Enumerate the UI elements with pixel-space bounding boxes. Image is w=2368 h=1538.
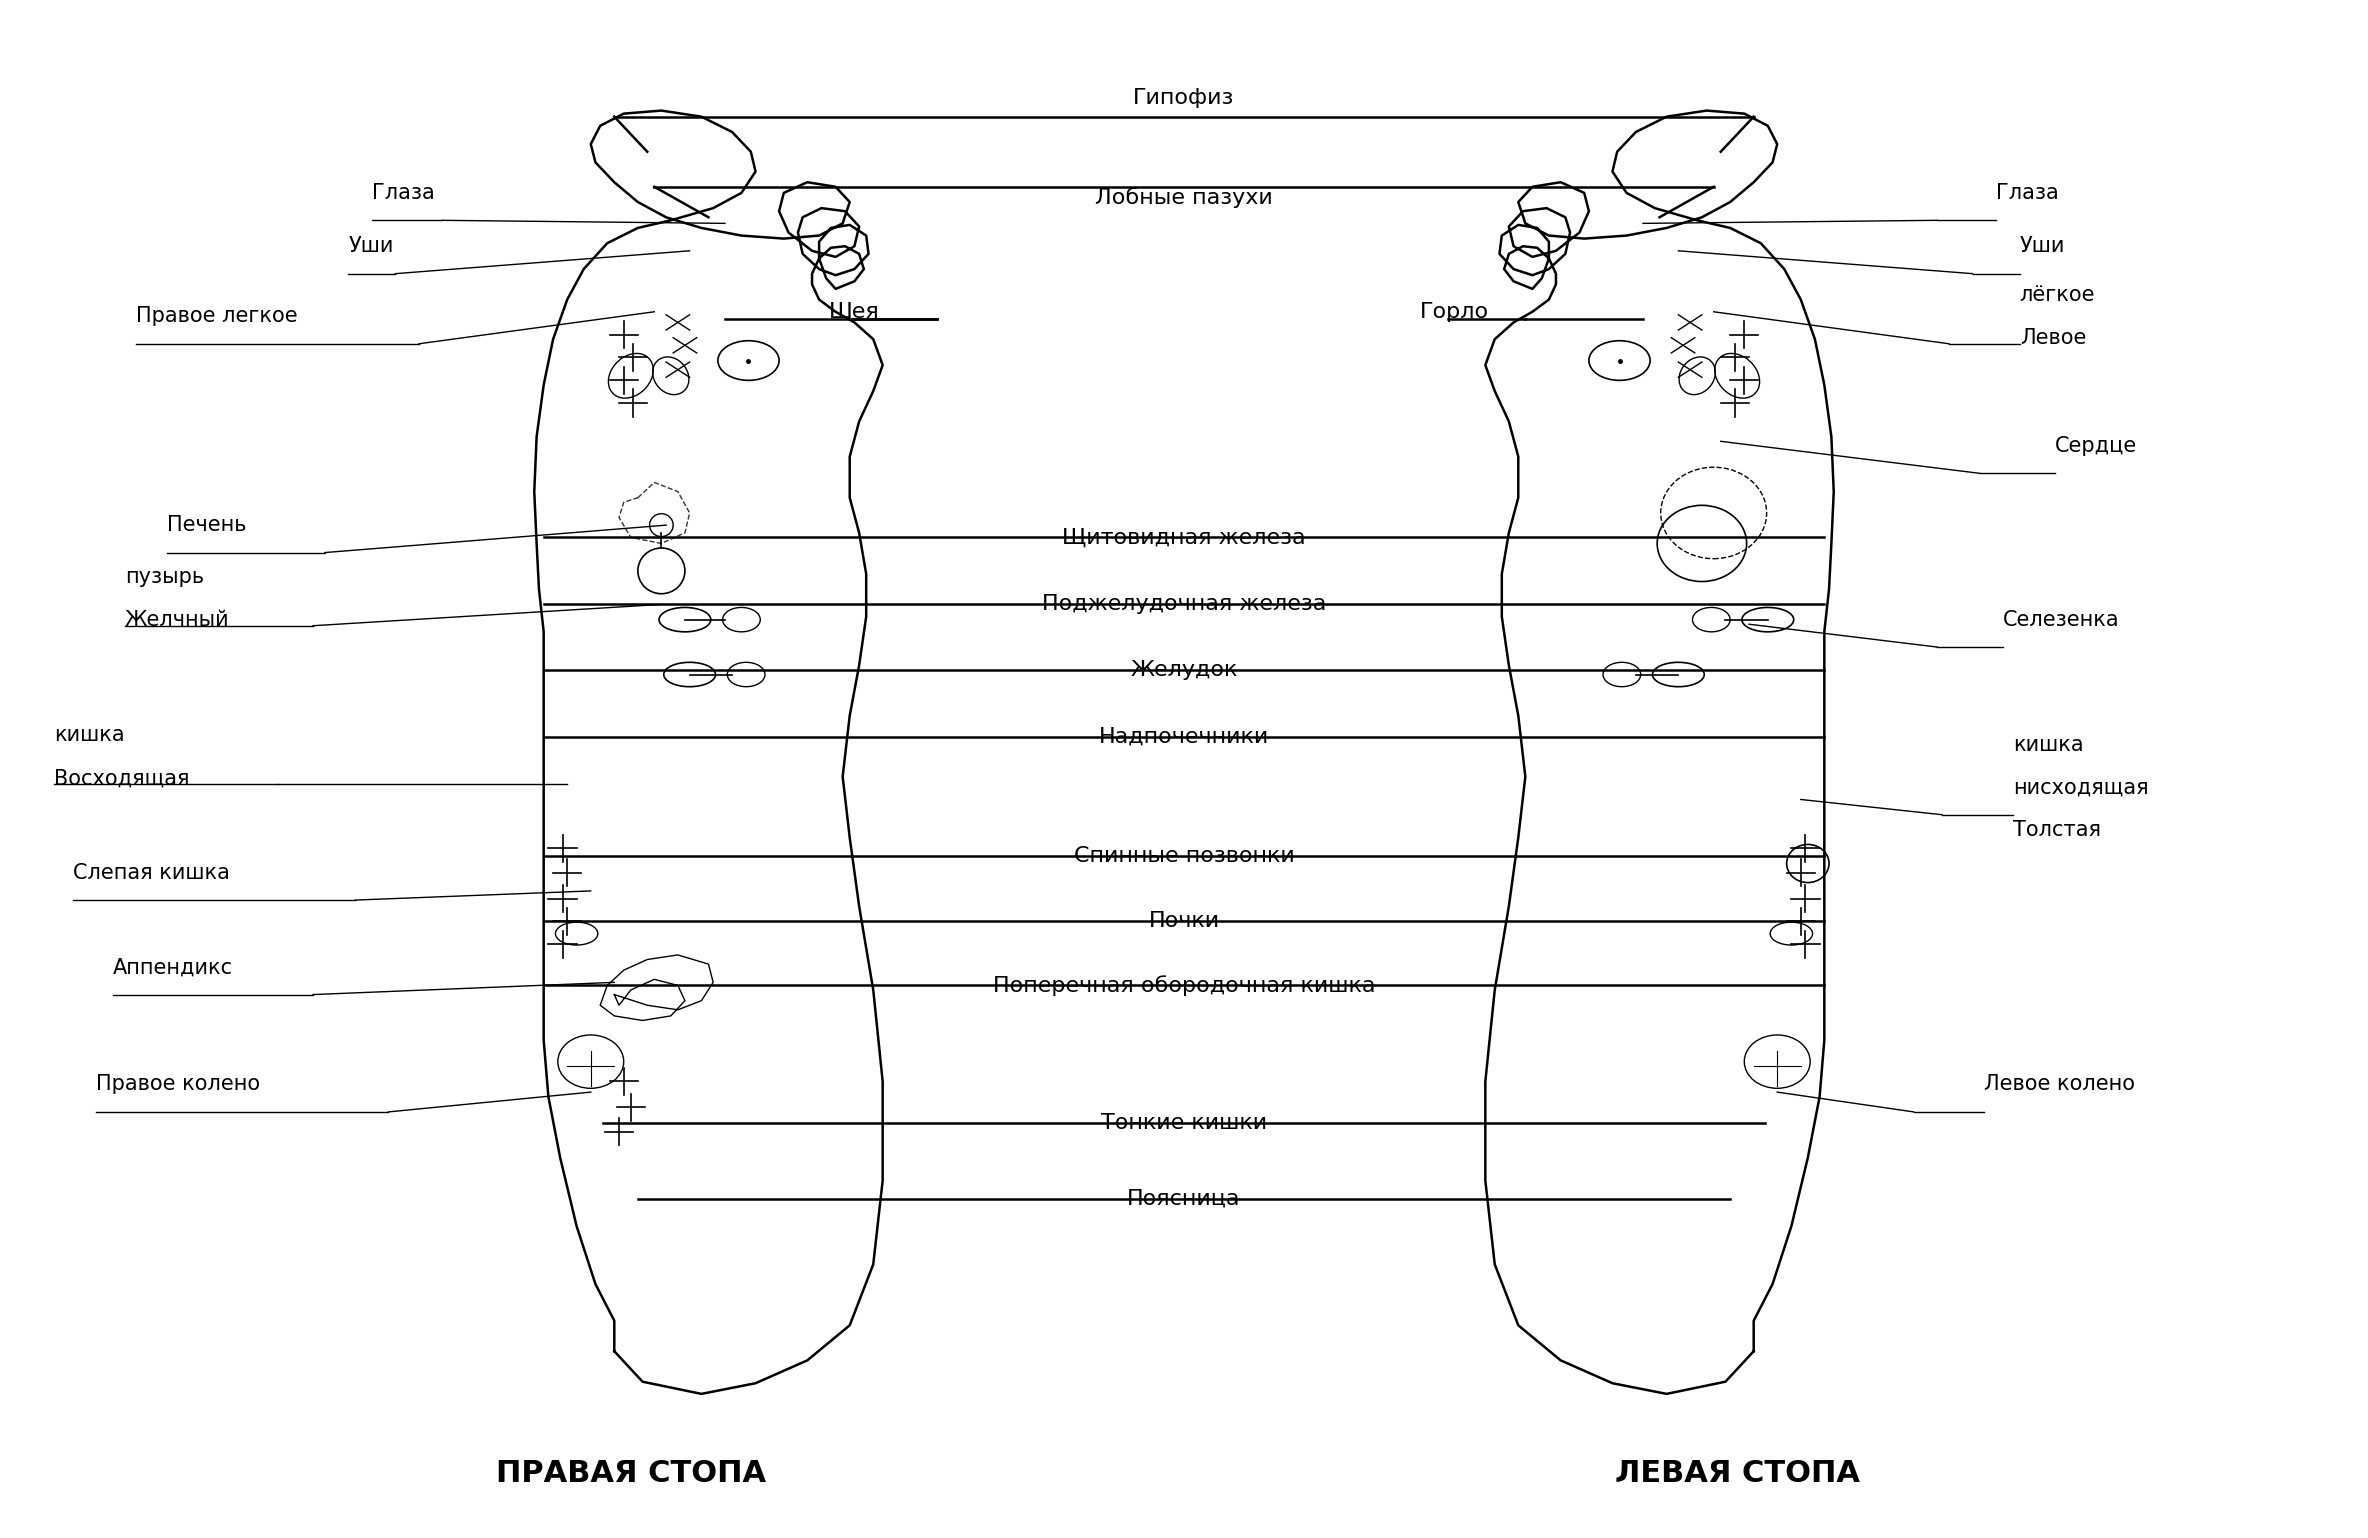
Text: ПРАВАЯ СТОПА: ПРАВАЯ СТОПА — [495, 1458, 765, 1487]
Text: Поясница: Поясница — [1127, 1189, 1241, 1209]
Text: кишка: кишка — [2013, 735, 2084, 755]
Text: Уши: Уши — [348, 237, 393, 257]
Text: ЛЕВАЯ СТОПА: ЛЕВАЯ СТОПА — [1615, 1458, 1859, 1487]
Text: Щитовидная железа: Щитовидная железа — [1063, 528, 1305, 548]
Text: Селезенка: Селезенка — [2003, 609, 2119, 629]
Text: Лобные пазухи: Лобные пазухи — [1094, 188, 1274, 208]
Text: нисходящая: нисходящая — [2013, 777, 2148, 797]
Text: Восходящая: Восходящая — [54, 767, 189, 787]
Text: Толстая: Толстая — [2013, 820, 2100, 840]
Text: Надпочечники: Надпочечники — [1099, 727, 1269, 747]
Text: Гипофиз: Гипофиз — [1134, 88, 1234, 108]
Text: Глаза: Глаза — [1996, 183, 2058, 203]
Text: Желчный: Желчный — [126, 609, 230, 629]
Text: Поперечная обородочная кишка: Поперечная обородочная кишка — [992, 975, 1376, 995]
Text: Тонкие кишки: Тонкие кишки — [1101, 1112, 1267, 1132]
Text: Правое колено: Правое колено — [97, 1075, 260, 1095]
Text: Печень: Печень — [168, 515, 246, 535]
Text: кишка: кишка — [54, 726, 126, 746]
Text: Правое легкое: Правое легкое — [137, 306, 298, 326]
Text: пузырь: пузырь — [126, 568, 204, 588]
Text: Левое: Левое — [2020, 328, 2086, 348]
Text: Спинные позвонки: Спинные позвонки — [1073, 846, 1295, 866]
Text: Шея: Шея — [829, 301, 881, 321]
Text: Горло: Горло — [1421, 301, 1489, 321]
Text: Аппендикс: Аппендикс — [114, 957, 232, 977]
Text: Слепая кишка: Слепая кишка — [73, 863, 230, 883]
Text: Почки: Почки — [1148, 912, 1220, 932]
Text: Желудок: Желудок — [1130, 660, 1238, 680]
Text: Сердце: Сердце — [2055, 435, 2138, 455]
Text: Поджелудочная железа: Поджелудочная железа — [1042, 594, 1326, 614]
Text: лёгкое: лёгкое — [2020, 285, 2096, 305]
Text: Глаза: Глаза — [372, 183, 436, 203]
Text: Уши: Уши — [2020, 237, 2065, 257]
Text: Левое колено: Левое колено — [1984, 1075, 2136, 1095]
